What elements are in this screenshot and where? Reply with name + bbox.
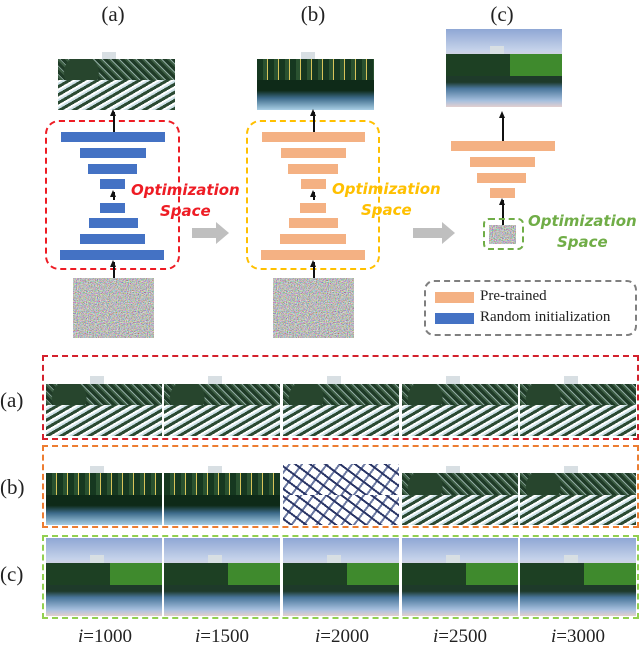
network-layer [477,173,526,183]
column-label-a: (a) [101,2,125,26]
row-label-a: (a) [0,388,24,412]
row-label-c: (c) [0,562,24,586]
iteration-label: i=2500 [433,626,487,647]
network-layer [490,188,515,198]
legend-swatch-pretrained [435,292,474,303]
output-image-c [446,29,562,107]
network-layer [100,179,125,189]
optimization-space-label-a: Optimization Space [131,181,240,220]
transition-arrow-icon [413,222,455,244]
optimization-space-label-b: Optimization Space [332,180,441,219]
network-layer [262,132,365,142]
network-layer [80,234,145,244]
arrow-up-icon [310,260,316,267]
arrow-up-icon [110,260,116,267]
network-layer [100,203,125,213]
output-image-b [257,35,374,110]
arrow-up-icon [110,109,116,116]
network-layer [300,203,326,213]
legend-label-pretrained: Pre-trained [480,288,547,304]
network-layer [280,234,346,244]
network-layer [80,148,146,158]
result-image-row-c-col-5 [520,538,636,616]
network-layer [88,164,137,174]
result-image-row-b-col-3 [283,449,399,525]
column-label-b: (b) [300,2,326,26]
legend [424,280,637,336]
network-layer [451,141,555,151]
result-image-row-c-col-3 [283,538,399,616]
result-image-row-c-col-2 [164,538,280,616]
result-image-row-a-col-2 [164,359,280,436]
iteration-label: i=1000 [78,626,132,647]
arrow-up-icon [499,111,505,118]
arrow-up-icon [310,190,316,197]
noise-input-b [273,278,354,338]
transition-arrow-icon [192,222,229,244]
optimization-space-box-c [483,218,524,250]
network-layer [61,132,165,142]
result-image-row-a-col-4 [402,359,518,436]
row-label-b: (b) [0,475,25,499]
optimization-space-box-a [45,120,180,270]
noise-input-a [73,278,154,338]
network-layer [281,148,346,158]
result-image-row-b-col-2 [164,449,280,525]
arrow-up-icon [310,109,316,116]
network-layer [288,164,338,174]
legend-swatch-random [435,313,474,324]
arrow-up-icon [499,198,505,205]
arrow-up-icon [110,190,116,197]
network-layer [89,218,138,228]
legend-label-random: Random initialization [480,309,611,325]
result-image-row-b-col-4 [402,449,518,525]
network-layer [261,250,365,260]
result-image-row-a-col-3 [283,359,399,436]
network-layer [470,157,535,167]
output-image-a [58,35,175,110]
network-layer [289,218,338,228]
column-label-c: (c) [490,2,514,26]
result-image-row-b-col-1 [46,449,162,525]
iteration-label: i=3000 [551,626,605,647]
result-image-row-c-col-4 [402,538,518,616]
latent-noise-c [489,225,516,244]
result-image-row-b-col-5 [520,449,636,525]
network-layer [301,179,326,189]
row-box-b [42,445,639,528]
iteration-label: i=1500 [195,626,249,647]
optimization-space-label-c: Optimization Space [528,212,637,251]
iteration-label: i=2000 [315,626,369,647]
network-layer [60,250,164,260]
result-image-row-c-col-1 [46,538,162,616]
row-box-c [42,535,639,619]
result-image-row-a-col-5 [520,359,636,436]
row-box-a [42,355,639,440]
result-image-row-a-col-1 [46,359,162,436]
